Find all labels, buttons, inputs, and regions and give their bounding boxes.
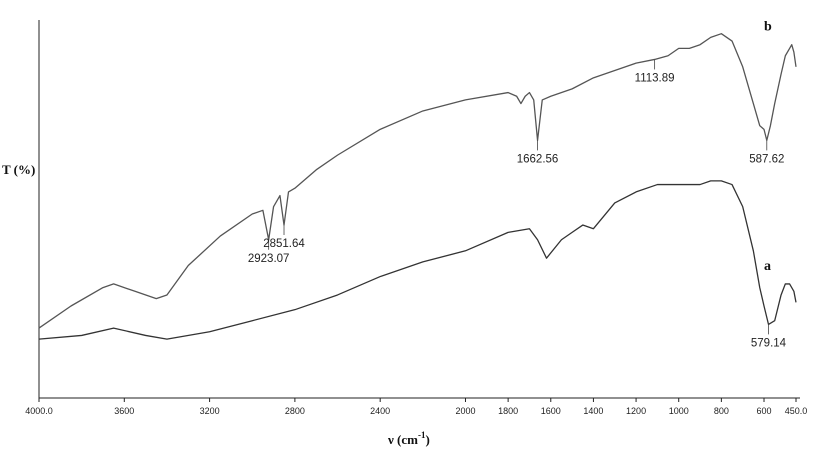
annotation-label: 587.62 [749,153,784,165]
y-axis-label: T (%) [2,162,35,177]
x-tick-label: 4000.0 [25,406,53,416]
x-axis-label-close: ) [426,432,430,447]
series-line-a [38,180,797,340]
series-group [38,33,797,340]
x-tick-label: 1200 [626,406,646,416]
axes [38,20,800,399]
annotation-label: 1662.56 [517,153,559,165]
annotation-group: 2923.07 2851.64 1662.56 1113.89 587.62 579.14 [248,59,787,349]
series-line-b [38,33,797,329]
x-tick-label: 2400 [370,406,390,416]
annotation-label: 579.14 [751,337,787,349]
series-label-a: a [764,259,771,274]
x-tick-label: 2800 [285,406,305,416]
x-ticks: 4000.0 3600 3200 2800 2400 2000 1800 1600 1400 12… [25,398,807,416]
x-axis-label: ν (cm-1) [387,430,430,447]
x-tick-label: 3600 [114,406,134,416]
x-axis-label-main: ν (cm [387,432,418,447]
x-tick-label: 1000 [669,406,689,416]
annotation-label: 2851.64 [263,238,305,250]
x-tick-label: 450.0 [785,406,808,416]
annotation-label: 2923.07 [248,253,290,265]
x-tick-label: 800 [714,406,729,416]
series-label-b: b [764,20,772,35]
x-tick-label: 3200 [200,406,220,416]
x-tick-label: 2000 [455,406,475,416]
x-tick-label: 1800 [498,406,518,416]
annotation-label: 1113.89 [635,72,675,84]
series-label-group: ba [764,20,772,274]
x-axis-label-sup: -1 [418,430,426,440]
x-tick-label: 600 [756,406,771,416]
x-tick-label: 1400 [583,406,603,416]
x-tick-label: 1600 [541,406,561,416]
